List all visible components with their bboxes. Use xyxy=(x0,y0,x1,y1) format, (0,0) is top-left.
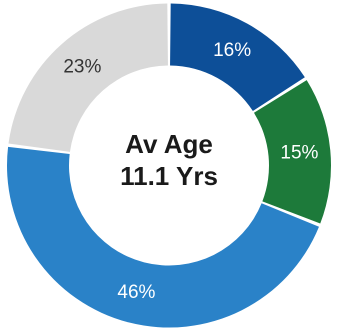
donut-slice-1 xyxy=(170,3,305,112)
donut-slice-label-4: 23% xyxy=(63,57,101,78)
donut-slice-4 xyxy=(8,3,168,152)
center-label-line1: Av Age xyxy=(125,129,213,159)
center-label-line2: 11.1 Yrs xyxy=(120,161,218,191)
donut-slice-2 xyxy=(253,80,331,224)
center-label: Av Age 11.1 Yrs xyxy=(0,128,338,192)
donut-slice-label-1: 16% xyxy=(213,40,251,61)
donut-slice-label-3: 46% xyxy=(117,282,155,303)
donut-slice-label-2: 15% xyxy=(280,143,318,164)
donut-slice-3 xyxy=(6,146,319,328)
